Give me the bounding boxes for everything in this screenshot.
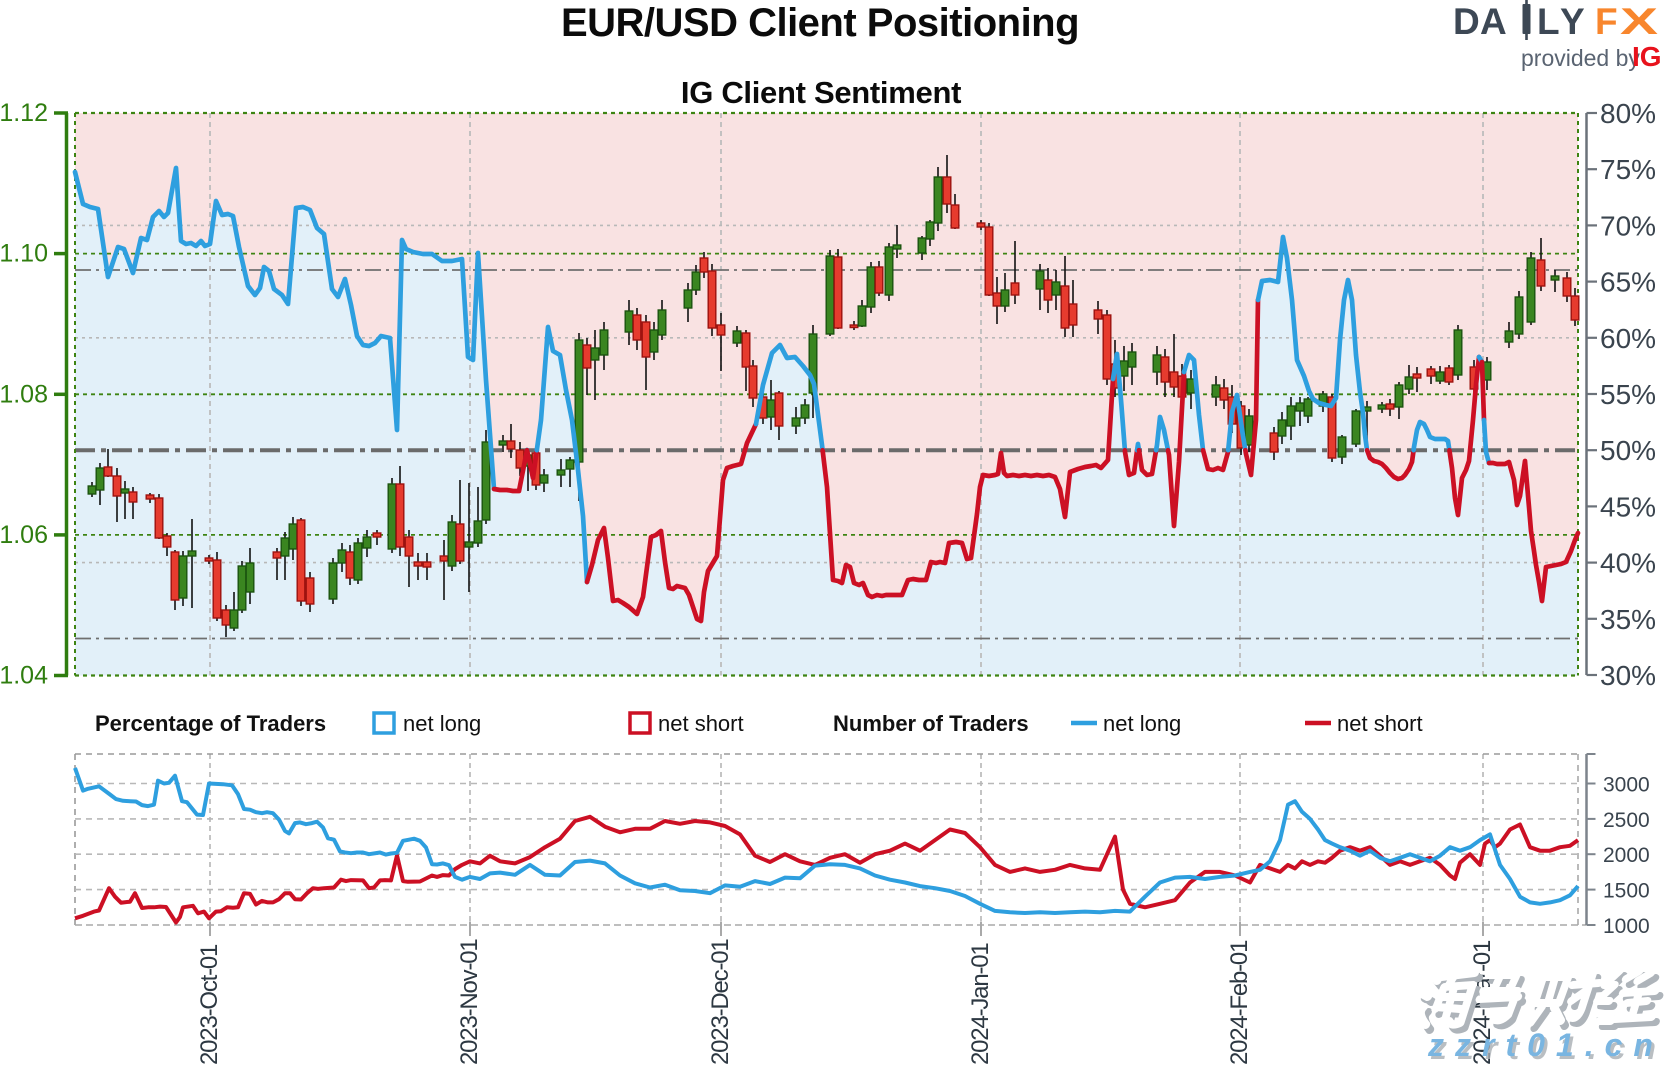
svg-text:2000: 2000 [1603, 844, 1650, 867]
svg-text:1.10: 1.10 [0, 240, 48, 268]
svg-text:1000: 1000 [1603, 915, 1650, 938]
svg-text:3000: 3000 [1603, 774, 1650, 797]
svg-text:65%: 65% [1600, 267, 1656, 298]
svg-text:2023-Oct-01: 2023-Oct-01 [196, 944, 223, 1065]
svg-text:1.12: 1.12 [0, 99, 48, 127]
svg-text:45%: 45% [1600, 491, 1656, 522]
svg-text:80%: 80% [1600, 98, 1656, 129]
svg-text:70%: 70% [1600, 210, 1656, 241]
svg-text:50%: 50% [1600, 435, 1656, 466]
svg-text:2024-Feb-01: 2024-Feb-01 [1226, 940, 1253, 1065]
svg-text:60%: 60% [1600, 323, 1656, 354]
svg-text:1.08: 1.08 [0, 380, 48, 408]
svg-text:A: A [1480, 1, 1507, 42]
svg-text:net long: net long [403, 711, 481, 736]
svg-text:55%: 55% [1600, 379, 1656, 410]
svg-text:1.04: 1.04 [0, 662, 48, 690]
svg-text:Number of Traders: Number of Traders [833, 711, 1029, 736]
svg-text:Percentage of Traders: Percentage of Traders [95, 711, 326, 736]
svg-text:zzrt01.cn: zzrt01.cn [1430, 1030, 1665, 1066]
svg-text:provided by: provided by [1521, 45, 1640, 71]
svg-text:2024-Jan-01: 2024-Jan-01 [967, 943, 994, 1065]
svg-text:2500: 2500 [1603, 809, 1650, 832]
svg-text:IG Client Sentiment: IG Client Sentiment [681, 75, 961, 110]
svg-text:30%: 30% [1600, 660, 1656, 691]
svg-text:X: X [1620, 1, 1658, 42]
svg-text:L: L [1537, 1, 1560, 42]
svg-text:net long: net long [1103, 711, 1181, 736]
svg-text:zzrt01.cn: zzrt01.cn [1427, 1027, 1664, 1063]
svg-text:EUR/USD Client Positioning: EUR/USD Client Positioning [561, 1, 1079, 45]
svg-text:2023-Nov-01: 2023-Nov-01 [456, 939, 483, 1065]
svg-text:F: F [1595, 1, 1618, 42]
svg-text:1500: 1500 [1603, 880, 1650, 903]
svg-text:75%: 75% [1600, 154, 1656, 185]
svg-text:40%: 40% [1600, 548, 1656, 579]
svg-text:net short: net short [1337, 711, 1423, 736]
svg-text:1.06: 1.06 [0, 521, 48, 549]
svg-text:IG: IG [1632, 41, 1662, 72]
svg-text:Y: Y [1560, 1, 1585, 42]
svg-text:net short: net short [658, 711, 744, 736]
svg-text:D: D [1453, 1, 1480, 42]
svg-text:35%: 35% [1600, 604, 1656, 635]
svg-text:2023-Dec-01: 2023-Dec-01 [707, 939, 734, 1065]
